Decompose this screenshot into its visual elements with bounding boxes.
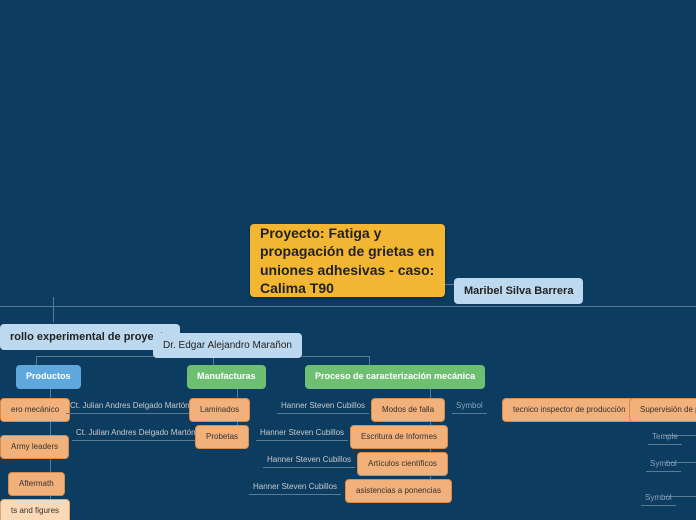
label: asistencias a ponencias [356,486,441,496]
person-hanner-2: Hanner Steven Cubillos [256,426,348,441]
branch-proceso[interactable]: Proceso de caracterización mecánica [305,365,485,389]
leaf-supervision[interactable]: Supervisión de proc [629,398,696,422]
label: rollo experimental de proyecto [10,330,170,344]
label: Hanner Steven Cubillos [253,482,337,492]
leaf-modos-falla[interactable]: Modos de falla [371,398,445,422]
branch-manufacturas[interactable]: Manufacturas [187,365,266,389]
label: Artículos científicos [368,459,437,469]
label: Symbol [645,493,672,503]
label: Proceso de caracterización mecánica [315,371,475,383]
symbol-temple: Temple [648,430,682,445]
connector [53,297,54,322]
leaf-army-leaders[interactable]: Army leaders [0,435,69,459]
leaf-ero-mecanico[interactable]: ero mecánico [0,398,70,422]
person-hanner-4: Hanner Steven Cubillos [249,480,341,495]
label: Symbol [456,401,483,411]
symbol-2: Symbol [646,457,681,472]
label: Aftermath [19,479,54,489]
label: ero mecánico [11,405,59,415]
label: tecnico inspector de producción [513,405,626,415]
leaf-escritura[interactable]: Escritura de Informes [350,425,448,449]
label: Maribel Silva Barrera [464,284,573,298]
node-coord[interactable]: Dr. Edgar Alejandro Marañon [153,333,302,358]
label: Symbol [650,459,677,469]
leaf-laminados[interactable]: Laminados [189,398,250,422]
leaf-tecnico[interactable]: tecnico inspector de producción [502,398,637,422]
label: Laminados [200,405,239,415]
label: Army leaders [11,442,58,452]
node-maribel[interactable]: Maribel Silva Barrera [454,278,583,304]
leaf-articulos[interactable]: Artículos científicos [357,452,448,476]
label: Ct. Julian Andres Delgado Martón [76,428,196,438]
label: ts and figures [11,506,59,516]
label: Hanner Steven Cubillos [267,455,351,465]
label: Hanner Steven Cubillos [281,401,365,411]
leaf-ponencias[interactable]: asistencias a ponencias [345,479,452,503]
root-node[interactable]: Proyecto: Fatiga y propagación de grieta… [250,224,445,297]
branch-productos[interactable]: Productos [16,365,81,389]
label: Hanner Steven Cubillos [260,428,344,438]
symbol-1: Symbol [452,399,487,414]
label: Manufacturas [197,371,256,383]
person-julian-1: Ct. Julian Andres Delgado Martón [66,399,194,414]
person-hanner-1: Hanner Steven Cubillos [277,399,369,414]
label: Supervisión de proc [640,405,696,415]
leaf-aftermath[interactable]: Aftermath [8,472,65,496]
label: Ct. Julian Andres Delgado Martón [70,401,190,411]
label: Productos [26,371,71,383]
person-julian-2: Ct. Julian Andres Delgado Martón [72,426,200,441]
person-hanner-3: Hanner Steven Cubillos [263,453,355,468]
label: Escritura de Informes [361,432,437,442]
symbol-3: Symbol [641,491,676,506]
leaf-probetas[interactable]: Probetas [195,425,249,449]
label: Dr. Edgar Alejandro Marañon [163,339,292,352]
connector [0,306,696,307]
label: Probetas [206,432,238,442]
label: Modos de falla [382,405,434,415]
leaf-figures[interactable]: ts and figures [0,499,70,520]
label: Temple [652,432,678,442]
root-title: Proyecto: Fatiga y propagación de grieta… [260,224,435,297]
